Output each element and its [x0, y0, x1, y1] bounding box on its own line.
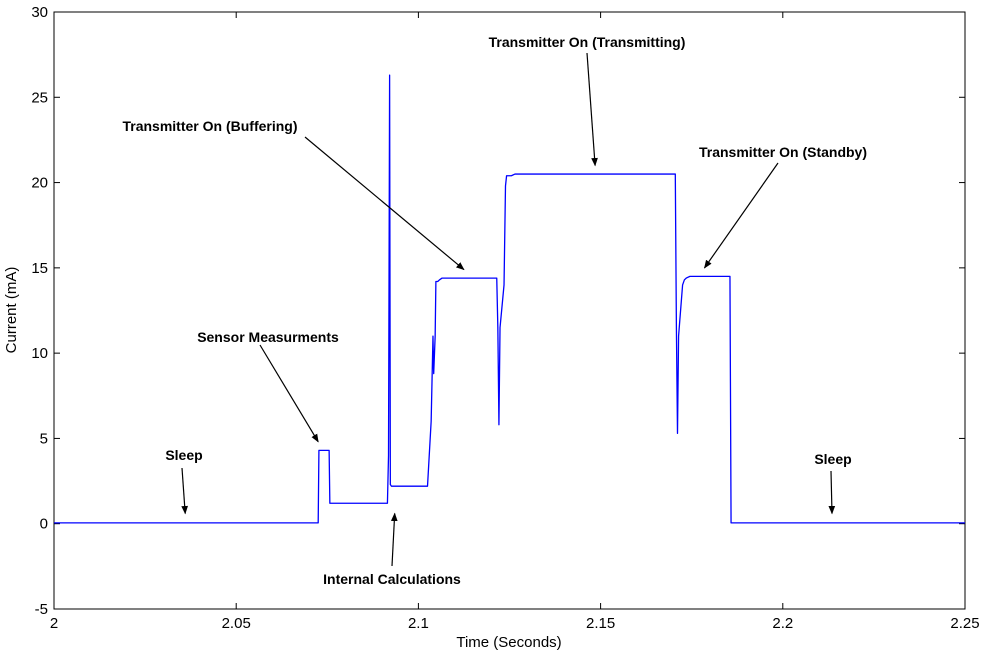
y-tick-label: 10: [31, 345, 48, 362]
y-tick-label: 20: [31, 175, 48, 192]
annotation-transmitter-transmitting: Transmitter On (Transmitting): [489, 34, 686, 50]
annotation-arrow-sensor-measurments: [259, 344, 319, 443]
y-tick-label: -5: [35, 601, 48, 618]
x-tick-label: 2: [50, 615, 58, 632]
plot-area: [53, 11, 966, 610]
tick-marks: [53, 11, 966, 610]
x-tick-label: 2.1: [408, 615, 429, 632]
current-trace-line: [54, 74, 965, 524]
tick-labels: 2 2.05 2.1 2.15 2.2 2.25 -5 0 5 10 15 20 25 30: [31, 4, 979, 632]
annotation-arrow-transmitter-transmitting: [586, 52, 598, 167]
annotation-sensor-measurments: Sensor Measurments: [197, 329, 339, 345]
annotation-internal-calculations: Internal Calculations: [323, 571, 461, 587]
x-axis-label: Time (Seconds): [456, 634, 561, 651]
annotation-transmitter-buffering: Transmitter On (Buffering): [122, 118, 297, 134]
annotation-arrow-internal-calculations: [390, 512, 398, 567]
y-axis-label: Current (mA): [3, 267, 20, 354]
y-tick-label: 0: [40, 516, 48, 533]
annotation-arrow-transmitter-buffering: [304, 136, 465, 271]
x-tick-label: 2.15: [586, 615, 615, 632]
annotation-transmitter-standby: Transmitter On (Standby): [699, 144, 867, 160]
x-tick-label: 2.2: [772, 615, 793, 632]
annotation-arrow-sleep-right: [828, 470, 836, 515]
y-tick-label: 25: [31, 89, 48, 106]
y-tick-label: 30: [31, 4, 48, 21]
y-tick-label: 15: [31, 260, 48, 277]
series-layer: [54, 74, 965, 524]
annotations: Sleep Sensor Measurments Internal Calcul…: [122, 34, 867, 587]
annotation-sleep-right: Sleep: [814, 451, 851, 467]
annotation-arrow-transmitter-standby: [704, 162, 779, 269]
annotation-arrow-sleep-left: [181, 467, 189, 515]
annotation-sleep-left: Sleep: [165, 447, 202, 463]
x-tick-label: 2.05: [222, 615, 251, 632]
y-tick-label: 5: [40, 430, 48, 447]
x-tick-label: 2.25: [950, 615, 979, 632]
